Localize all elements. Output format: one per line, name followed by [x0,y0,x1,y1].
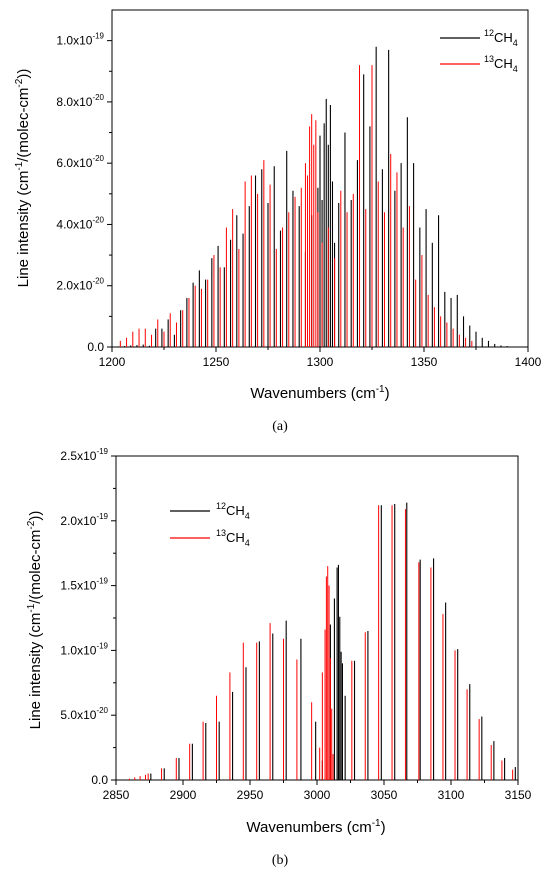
x-tick-label: 2850 [103,788,130,802]
x-tick-label: 1400 [515,355,542,369]
legend-a: 12CH4 13CH4 [440,28,518,74]
x-tick-label: 3050 [371,788,398,802]
y-tick-label: 2.0x10-20 [56,277,104,293]
spectral-lines-b [128,502,516,780]
y-tick-label: 1.0x10-19 [56,32,104,48]
y-tick-label: 1.5x10-19 [60,577,108,593]
y-tick-label: 2.5x10-19 [60,447,108,463]
y-tick-label: 8.0x10-20 [56,93,104,109]
x-tick-label: 2900 [170,788,197,802]
series-12ch4-b [150,502,516,780]
y-tick-label: 0.0 [91,773,108,787]
y-tick-label: 4.0x10-20 [56,215,104,231]
y-axis-label-b: Line intensity (cm-1/(molec-cm-2)) [26,511,44,730]
x-tick-label: 1250 [203,355,230,369]
x-tick-label: 3000 [304,788,331,802]
spectral-lines-a [117,46,508,347]
chart-panel-b: 2850 2900 2950 3000 3050 3100 3150 0.0 5.0x10-20… [26,447,532,868]
x-axis-label-b: Wavenumbers (cm-1) [246,818,385,836]
y-tick-label: 1.0x10-19 [60,641,108,657]
chart-panel-a: 1200 1250 1300 1350 1400 0.0 2.0x10-20 4.0x10-2… [14,9,542,434]
legend-label-13ch4-a: 13CH4 [484,54,518,74]
legend-label-12ch4-a: 12CH4 [484,28,518,48]
x-tick-label: 1350 [411,355,438,369]
panel-label-b: (b) [272,853,289,868]
panel-label-a: (a) [272,419,288,434]
x-tick-label: 2950 [237,788,264,802]
y-axis-label-a: Line intensity (cm-1/(molec-cm-2)) [14,69,32,288]
y-tick-label: 6.0x10-20 [56,154,104,170]
x-tick-label: 1300 [307,355,334,369]
x-tick-label: 3100 [438,788,465,802]
x-tick-label: 3150 [505,788,532,802]
series-13ch4-b [128,505,514,780]
legend-label-13ch4-b: 13CH4 [216,528,250,548]
y-tick-label: 0.0 [87,340,104,354]
x-axis-label-a: Wavenumbers (cm-1) [250,384,389,402]
y-tick-label: 2.0x10-19 [60,512,108,528]
y-tick-label: 5.0x10-20 [60,706,108,722]
legend-b: 12CH4 13CH4 [170,501,250,548]
x-tick-label: 1200 [99,355,126,369]
legend-label-12ch4-b: 12CH4 [216,501,250,521]
series-13ch4-a [119,65,473,347]
plot-area-b [115,455,519,781]
